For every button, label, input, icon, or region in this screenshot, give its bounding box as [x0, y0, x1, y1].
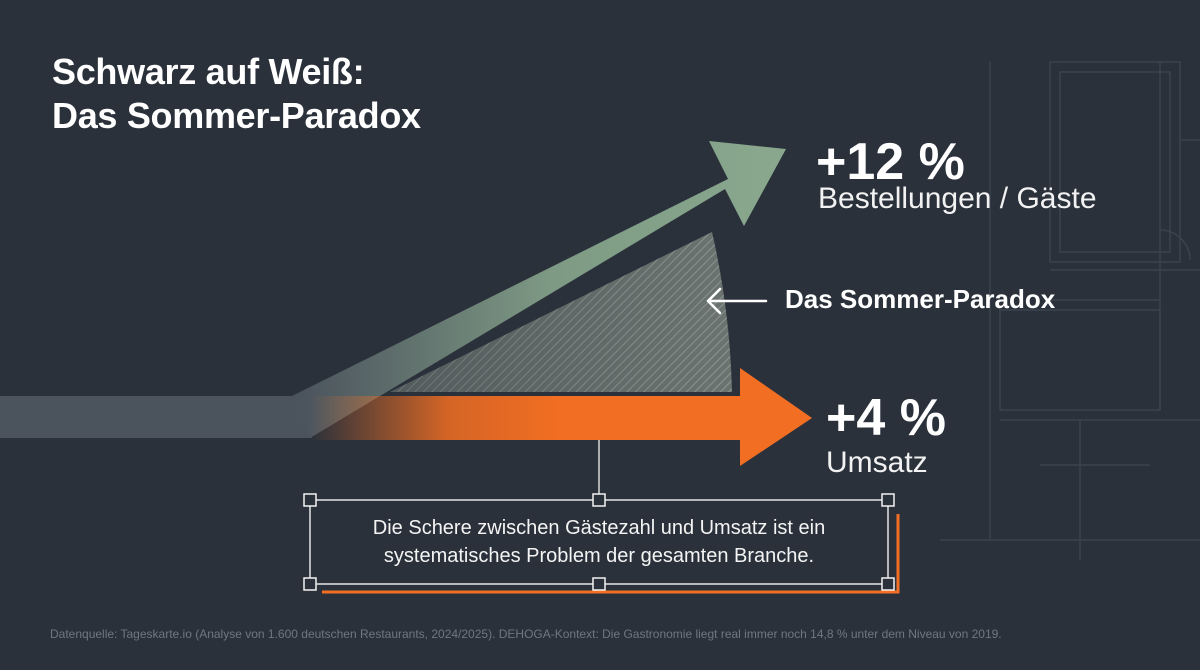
callout-handle: [592, 493, 606, 507]
callout-handle: [303, 577, 317, 591]
paradox-gap-fade: [390, 232, 732, 392]
guests-growth-arrow: [292, 141, 786, 438]
guests-growth-value: +12 %: [816, 133, 965, 191]
callout-frame: [303, 493, 900, 594]
callout-handle: [881, 577, 895, 591]
paradox-label: Das Sommer-Paradox: [785, 284, 1056, 314]
page-title-line-2: Das Sommer-Paradox: [52, 95, 421, 136]
callout-handle: [881, 493, 895, 507]
data-source-note: Datenquelle: Tageskarte.io (Analyse von …: [50, 627, 1002, 641]
revenue-growth-value: +4 %: [826, 389, 946, 447]
callout-handle: [592, 577, 606, 591]
callout-line-1: Die Schere zwischen Gästezahl und Umsatz…: [372, 517, 826, 539]
paradox-pointer-arrow: [706, 287, 768, 315]
revenue-growth-label: Umsatz: [826, 446, 928, 479]
callout-line-2: systematisches Problem der gesamten Bran…: [383, 545, 815, 567]
callout-text: Die Schere zwischen Gästezahl und Umsatz…: [310, 500, 888, 584]
blueprint-background: [940, 61, 1200, 560]
page-title: Schwarz auf Weiß: Das Sommer-Paradox: [52, 50, 421, 138]
callout-handle: [303, 493, 317, 507]
page-title-line-1: Schwarz auf Weiß:: [52, 51, 365, 92]
revenue-growth-arrow: [310, 368, 812, 466]
baseline-bar: [0, 396, 312, 438]
guests-growth-label: Bestellungen / Gäste: [818, 182, 1097, 215]
